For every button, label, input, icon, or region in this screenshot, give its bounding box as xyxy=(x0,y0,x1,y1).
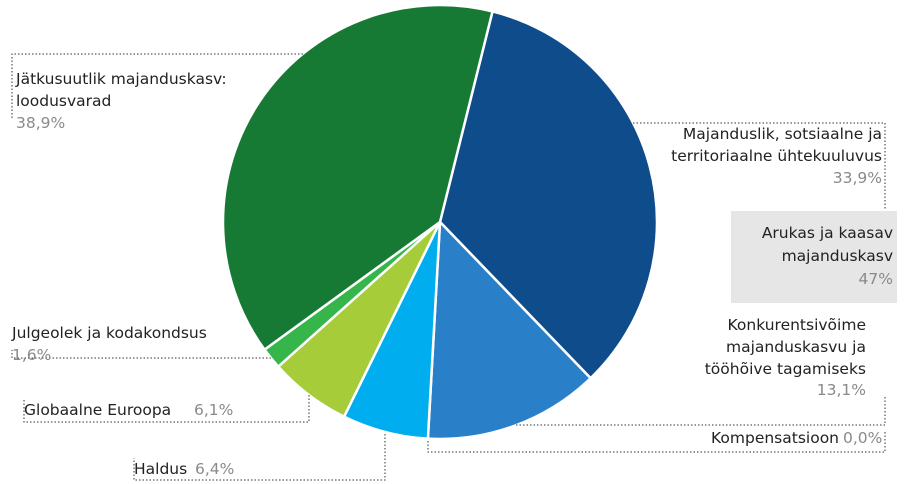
percent-kompensatsioon: 0,0% xyxy=(843,429,882,447)
leader-uhtekuuluvus xyxy=(633,122,886,209)
group-percent: 47% xyxy=(859,270,893,288)
label-uhtekuuluvus-line-1: Majanduslik, sotsiaalne ja xyxy=(683,125,882,143)
label-haldus: Haldus xyxy=(134,460,187,478)
label-konkurentsivoime-line-2: majanduskasvu ja xyxy=(726,338,866,356)
leader-kompensatsioon xyxy=(427,430,886,453)
label-loodusvarad-line-1: Jätkusuutlik majanduskasv: xyxy=(15,70,227,88)
percent-julgeolek: 1,6% xyxy=(12,346,51,364)
pie-slices xyxy=(221,3,659,441)
percent-konkurentsivoime: 13,1% xyxy=(817,381,866,399)
pie-slice-konkurentsivoime xyxy=(426,219,593,441)
label-uhtekuuluvus-line-2: territoriaalne ühtekuuluvus xyxy=(671,147,882,165)
leader-lines xyxy=(11,53,886,481)
group-label-line-1: Arukas ja kaasav xyxy=(762,224,893,242)
label-globaalne-euroopa: Globaalne Euroopa xyxy=(24,401,171,419)
percent-haldus: 6,4% xyxy=(195,460,234,478)
leader-globaalne-euroopa xyxy=(23,395,310,423)
leader-julgeolek xyxy=(11,350,271,359)
pie-slice-loodusvarad xyxy=(221,3,495,352)
pie-slice-uhtekuuluvus xyxy=(438,9,659,380)
leader-haldus xyxy=(133,434,386,481)
label-loodusvarad-line-2: loodusvarad xyxy=(16,92,111,110)
label-kompensatsioon: Kompensatsioon xyxy=(711,429,839,447)
percent-uhtekuuluvus: 33,9% xyxy=(833,169,882,187)
label-konkurentsivoime-line-3: tööhõive tagamiseks xyxy=(705,360,866,378)
percent-loodusvarad: 38,9% xyxy=(16,114,65,132)
percent-globaalne-euroopa: 6,1% xyxy=(194,401,233,419)
leader-konkurentsivoime xyxy=(516,395,886,426)
group-label-line-2: majanduskasv xyxy=(782,247,893,265)
label-julgeolek: Julgeolek ja kodakondsus xyxy=(11,324,207,342)
leader-loodusvarad xyxy=(11,53,303,118)
group-box xyxy=(731,211,897,303)
label-konkurentsivoime-line-1: Konkurentsivõime xyxy=(728,316,866,334)
